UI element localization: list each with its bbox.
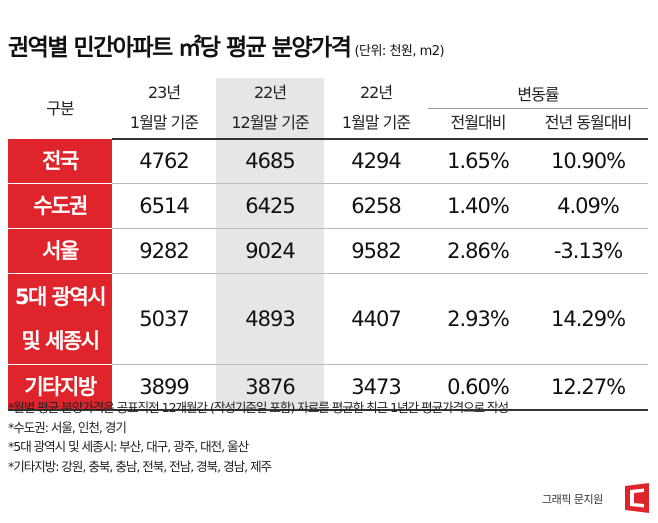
cell-value: 3473 bbox=[324, 364, 428, 411]
col-header-2-line1: 22년 bbox=[216, 78, 324, 108]
cell-change-mom: 1.40% bbox=[428, 183, 528, 229]
table-row: 5대 광역시 및 세종시 5037 4893 4407 2.93% 14.29% bbox=[8, 273, 649, 365]
cell-change-mom: 1.65% bbox=[428, 138, 528, 184]
col-header-3-line2: 1월말 기준 bbox=[324, 108, 428, 140]
cell-value: 9282 bbox=[112, 228, 216, 274]
table-row: 기타지방 3899 3876 3473 0.60% 12.27% bbox=[8, 364, 649, 411]
cell-change-mom: 2.93% bbox=[428, 273, 528, 365]
cell-change-yoy: 10.90% bbox=[528, 138, 649, 184]
cell-change-mom: 2.86% bbox=[428, 228, 528, 274]
row-header-line1: 5대 광역시 bbox=[14, 284, 107, 309]
cell-value: 4685 bbox=[216, 138, 324, 184]
row-header-national: 전국 bbox=[8, 138, 112, 184]
corner-header: 구분 bbox=[46, 98, 74, 118]
col-header-1-line2: 1월말 기준 bbox=[112, 108, 216, 140]
footnotes: *월별 평균 분양가격은 공표직전 12개월간 (작성기준일 포함) 자료를 평… bbox=[8, 398, 509, 476]
cell-value: 4407 bbox=[324, 273, 428, 365]
row-header-metro-cities: 5대 광역시 및 세종시 bbox=[8, 273, 112, 365]
cell-value: 4893 bbox=[216, 273, 324, 365]
change-header-yoy: 전년 동월대비 bbox=[528, 108, 649, 140]
cell-value: 4294 bbox=[324, 138, 428, 184]
cell-value: 6514 bbox=[112, 183, 216, 229]
cell-change-yoy: 14.29% bbox=[528, 273, 649, 365]
change-header-mom: 전월대비 bbox=[428, 108, 528, 140]
footnote: *월별 평균 분양가격은 공표직전 12개월간 (작성기준일 포함) 자료를 평… bbox=[8, 400, 509, 415]
cell-change-yoy: 4.09% bbox=[528, 183, 649, 229]
price-table: 구분 23년 22년 22년 변동률 1월말 기준 12월말 기준 1월말 기준… bbox=[8, 78, 649, 411]
cell-value: 9582 bbox=[324, 228, 428, 274]
col-header-3-line1: 22년 bbox=[359, 83, 393, 102]
cell-change-mom: 0.60% bbox=[428, 364, 528, 411]
cell-value: 6258 bbox=[324, 183, 428, 229]
cell-value: 4762 bbox=[112, 138, 216, 184]
row-header-line2: 및 세종시 bbox=[21, 328, 100, 353]
footnote: *기타지방: 강원, 충북, 충남, 전북, 전남, 경북, 경남, 제주 bbox=[8, 458, 272, 474]
row-header-capital-area: 수도권 bbox=[8, 183, 112, 229]
table-row: 전국 4762 4685 4294 1.65% 10.90% bbox=[8, 138, 649, 184]
footnote: *수도권: 서울, 인천, 경기 bbox=[8, 419, 127, 435]
row-header-other-regions: 기타지방 bbox=[8, 364, 112, 411]
header-row-bottom: 1월말 기준 12월말 기준 1월말 기준 전월대비 전년 동월대비 bbox=[8, 108, 649, 140]
col-header-2-line2: 12월말 기준 bbox=[216, 108, 324, 140]
table-row: 수도권 6514 6425 6258 1.40% 4.09% bbox=[8, 183, 649, 229]
row-header-seoul: 서울 bbox=[8, 228, 112, 274]
cell-change-yoy: 12.27% bbox=[528, 364, 649, 411]
unit-label: (단위: 천원, m2) bbox=[354, 44, 445, 59]
cell-value: 3876 bbox=[216, 364, 324, 411]
graphic-credit: 그래픽 문지원 bbox=[542, 493, 603, 506]
table-row: 서울 9282 9024 9582 2.86% -3.13% bbox=[8, 228, 649, 274]
page-title: 권역별 민간아파트 ㎡당 평균 분양가격 bbox=[8, 35, 352, 61]
cell-value: 6425 bbox=[216, 183, 324, 229]
cell-value: 3899 bbox=[112, 364, 216, 411]
change-group-header: 변동률 bbox=[428, 78, 649, 109]
cell-change-yoy: -3.13% bbox=[528, 228, 649, 274]
header-row-top: 구분 23년 22년 22년 변동률 bbox=[8, 78, 649, 118]
cell-value: 5037 bbox=[112, 273, 216, 365]
col-header-1-line1: 23년 bbox=[147, 83, 181, 102]
cell-value: 9024 bbox=[216, 228, 324, 274]
title-row: 권역별 민간아파트 ㎡당 평균 분양가격 (단위: 천원, m2) bbox=[8, 28, 445, 62]
publisher-logo-icon bbox=[624, 482, 650, 518]
footnote: *5대 광역시 및 세종시: 부산, 대구, 광주, 대전, 울산 bbox=[8, 439, 249, 454]
